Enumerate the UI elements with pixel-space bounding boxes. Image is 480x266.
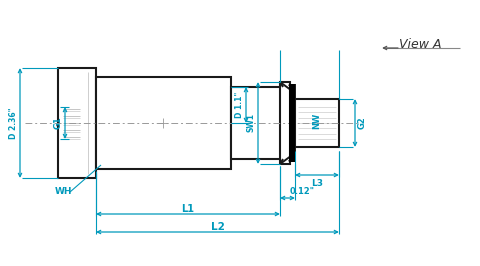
Bar [289,84,295,162]
Bar [96,77,231,169]
Text: WH: WH [55,188,72,197]
Text: G2: G2 [358,117,367,129]
Bar [231,87,283,159]
Text: L2: L2 [211,222,225,232]
Text: G1: G1 [53,117,62,129]
Text: D 2.36": D 2.36" [9,107,17,139]
Text: D 1.1": D 1.1" [235,92,243,118]
Text: SW1: SW1 [247,114,255,132]
Bar [58,68,96,178]
Bar [295,99,339,147]
Bar [280,82,290,164]
Text: L1: L1 [181,204,194,214]
Text: L3: L3 [311,180,323,189]
Text: 0.12": 0.12" [289,188,314,197]
Text: View A: View A [399,39,441,52]
Text: NW: NW [312,113,322,129]
